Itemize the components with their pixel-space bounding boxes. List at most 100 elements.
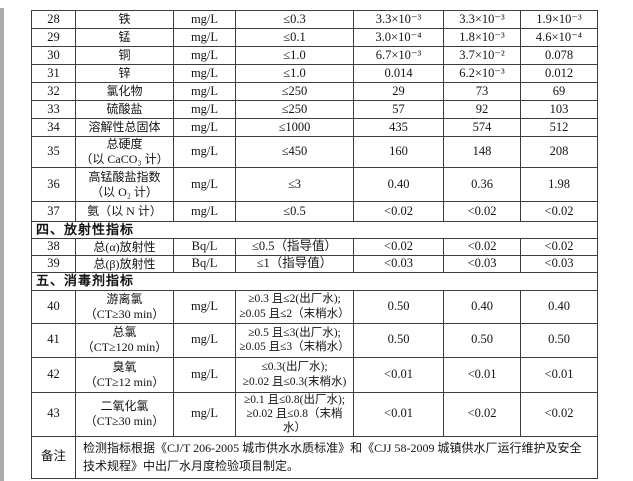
sample-value: 0.40 <box>353 167 444 202</box>
unit-cell: mg/L <box>173 100 236 119</box>
table-row: 34 溶解性总固体 mg/L ≤1000 435 574 512 <box>31 118 598 137</box>
indicator-name: 总硬度 （以 CaCO₃ 计） <box>75 136 174 168</box>
table-row: 30 铜 mg/L ≤1.0 6.7×10⁻³ 3.7×10⁻² 0.078 <box>31 46 598 65</box>
sample-value: <0.02 <box>353 201 444 222</box>
row-no: 34 <box>31 118 76 137</box>
sample-value: 1.9×10⁻³ <box>520 10 598 29</box>
sample-value: 0.012 <box>520 64 598 83</box>
sample-value: 208 <box>520 136 598 168</box>
section-title: 四、放射性指标 <box>31 220 598 240</box>
standard-limit: ≤0.3(出厂水); ≥0.02 且≤0.3(末梢水) <box>235 356 354 393</box>
table-row: 40 游离氯 （CT≥30 min） mg/L ≥0.3 且≤2(出厂水); ≥… <box>31 289 598 324</box>
table-row: 42 臭氧 （CT≥12 min） mg/L ≤0.3(出厂水); ≥0.02 … <box>31 356 598 393</box>
sample-value: 4.6×10⁻⁴ <box>520 28 598 47</box>
sample-value: <0.01 <box>443 356 521 393</box>
unit-cell: mg/L <box>173 118 236 137</box>
sample-value: <0.02 <box>443 201 521 222</box>
row-no: 28 <box>31 10 76 29</box>
unit-cell: mg/L <box>173 356 236 393</box>
sample-value: 103 <box>520 100 598 119</box>
standard-limit: ≤0.5（指导值） <box>235 238 354 257</box>
standard-limit: ≤3 <box>235 167 354 202</box>
sample-value: 6.7×10⁻³ <box>353 46 444 65</box>
sample-value: 3.3×10⁻³ <box>353 10 444 29</box>
table-row: 36 高锰酸盐指数 （以 O₂ 计） mg/L ≤3 0.40 0.36 1.9… <box>31 167 598 202</box>
unit-cell: mg/L <box>173 322 236 358</box>
indicator-name: 锰 <box>75 28 174 47</box>
unit-cell: mg/L <box>173 391 236 437</box>
row-no: 38 <box>31 238 76 257</box>
unit-cell: mg/L <box>173 167 236 202</box>
sample-value: <0.03 <box>443 255 521 274</box>
row-no: 29 <box>31 28 76 47</box>
indicator-name: 溶解性总固体 <box>75 118 174 137</box>
sample-value: <0.03 <box>353 255 444 274</box>
standard-limit: ≥0.3 且≤2(出厂水); ≥0.05 且≤2（末梢水） <box>235 289 354 324</box>
sample-value: 6.2×10⁻³ <box>443 64 521 83</box>
table-row: 33 硫酸盐 mg/L ≤250 57 92 103 <box>31 100 598 119</box>
indicator-name: 二氧化氯 （CT≥30 min） <box>75 391 174 437</box>
row-no: 36 <box>31 167 76 202</box>
standard-limit: ≤1000 <box>235 118 354 137</box>
unit-cell: mg/L <box>173 28 236 47</box>
indicator-name: 高锰酸盐指数 （以 O₂ 计） <box>75 167 174 202</box>
sample-value: 512 <box>520 118 598 137</box>
table-row: 35 总硬度 （以 CaCO₃ 计） mg/L ≤450 160 148 208 <box>31 136 598 168</box>
table-row: 32 氯化物 mg/L ≤250 29 73 69 <box>31 82 598 101</box>
sample-value: <0.03 <box>520 255 598 274</box>
row-no: 40 <box>31 289 76 324</box>
unit-cell: Bq/L <box>173 255 236 274</box>
sample-value: 0.40 <box>520 289 598 324</box>
table-row: 31 锌 mg/L ≤1.0 0.014 6.2×10⁻³ 0.012 <box>31 64 598 83</box>
indicator-name: 氨（以 N 计） <box>75 201 174 222</box>
sample-value: <0.01 <box>353 356 444 393</box>
sample-value: 29 <box>353 82 444 101</box>
note-row: 备注 检测指标根据《CJ/T 206-2005 城市供水水质标准》和《CJJ 5… <box>31 435 598 479</box>
row-no: 37 <box>31 201 76 222</box>
section-title: 五、消毒剂指标 <box>31 272 598 291</box>
standard-limit: ≥0.1 且≤0.8(出厂水); ≥0.02 且≤0.8（末梢水） <box>235 391 354 437</box>
sample-value: <0.02 <box>443 238 521 257</box>
row-no: 30 <box>31 46 76 65</box>
indicator-name: 铁 <box>75 10 174 29</box>
table-row: 41 总氯 （CT≥120 min） mg/L ≥0.5 且≤3(出厂水); ≥… <box>31 322 598 358</box>
table-row: 37 氨（以 N 计） mg/L ≤0.5 <0.02 <0.02 <0.02 <box>31 201 598 222</box>
sample-value: 0.50 <box>353 289 444 324</box>
table-row: 43 二氧化氯 （CT≥30 min） mg/L ≥0.1 且≤0.8(出厂水)… <box>31 391 598 437</box>
sample-value: <0.02 <box>520 238 598 257</box>
note-label: 备注 <box>31 435 76 479</box>
indicator-name: 铜 <box>75 46 174 65</box>
unit-cell: mg/L <box>173 136 236 168</box>
standard-limit: ≤450 <box>235 136 354 168</box>
standard-limit: ≥0.5 且≤3(出厂水); ≥0.05 且≤3（末梢水） <box>235 322 354 358</box>
sample-value: <0.01 <box>520 356 598 393</box>
table-row: 29 锰 mg/L ≤0.1 3.0×10⁻⁴ 1.8×10⁻³ 4.6×10⁻… <box>31 28 598 47</box>
standard-limit: ≤1.0 <box>235 46 354 65</box>
unit-cell: Bq/L <box>173 238 236 257</box>
sample-value: <0.01 <box>353 391 444 437</box>
indicator-name: 总氯 （CT≥120 min） <box>75 322 174 358</box>
sample-value: 0.36 <box>443 167 521 202</box>
row-no: 42 <box>31 356 76 393</box>
sample-value: 69 <box>520 82 598 101</box>
table-row: 38 总(α)放射性 Bq/L ≤0.5（指导值） <0.02 <0.02 <0… <box>31 238 598 257</box>
standard-limit: ≤1（指导值） <box>235 255 354 274</box>
sample-value: <0.02 <box>353 238 444 257</box>
unit-cell: mg/L <box>173 64 236 83</box>
sample-value: <0.02 <box>443 391 521 437</box>
unit-cell: mg/L <box>173 46 236 65</box>
sample-value: 148 <box>443 136 521 168</box>
sample-value: 0.50 <box>353 322 444 358</box>
sample-value: 0.014 <box>353 64 444 83</box>
row-no: 41 <box>31 322 76 358</box>
indicator-name: 硫酸盐 <box>75 100 174 119</box>
sample-value: 0.078 <box>520 46 598 65</box>
indicator-name: 游离氯 （CT≥30 min） <box>75 289 174 324</box>
sample-value: 160 <box>353 136 444 168</box>
section-header-row: 四、放射性指标 <box>31 220 598 240</box>
standard-limit: ≤250 <box>235 100 354 119</box>
sample-value: 0.50 <box>520 322 598 358</box>
standard-limit: ≤0.3 <box>235 10 354 29</box>
row-no: 32 <box>31 82 76 101</box>
indicator-name: 氯化物 <box>75 82 174 101</box>
